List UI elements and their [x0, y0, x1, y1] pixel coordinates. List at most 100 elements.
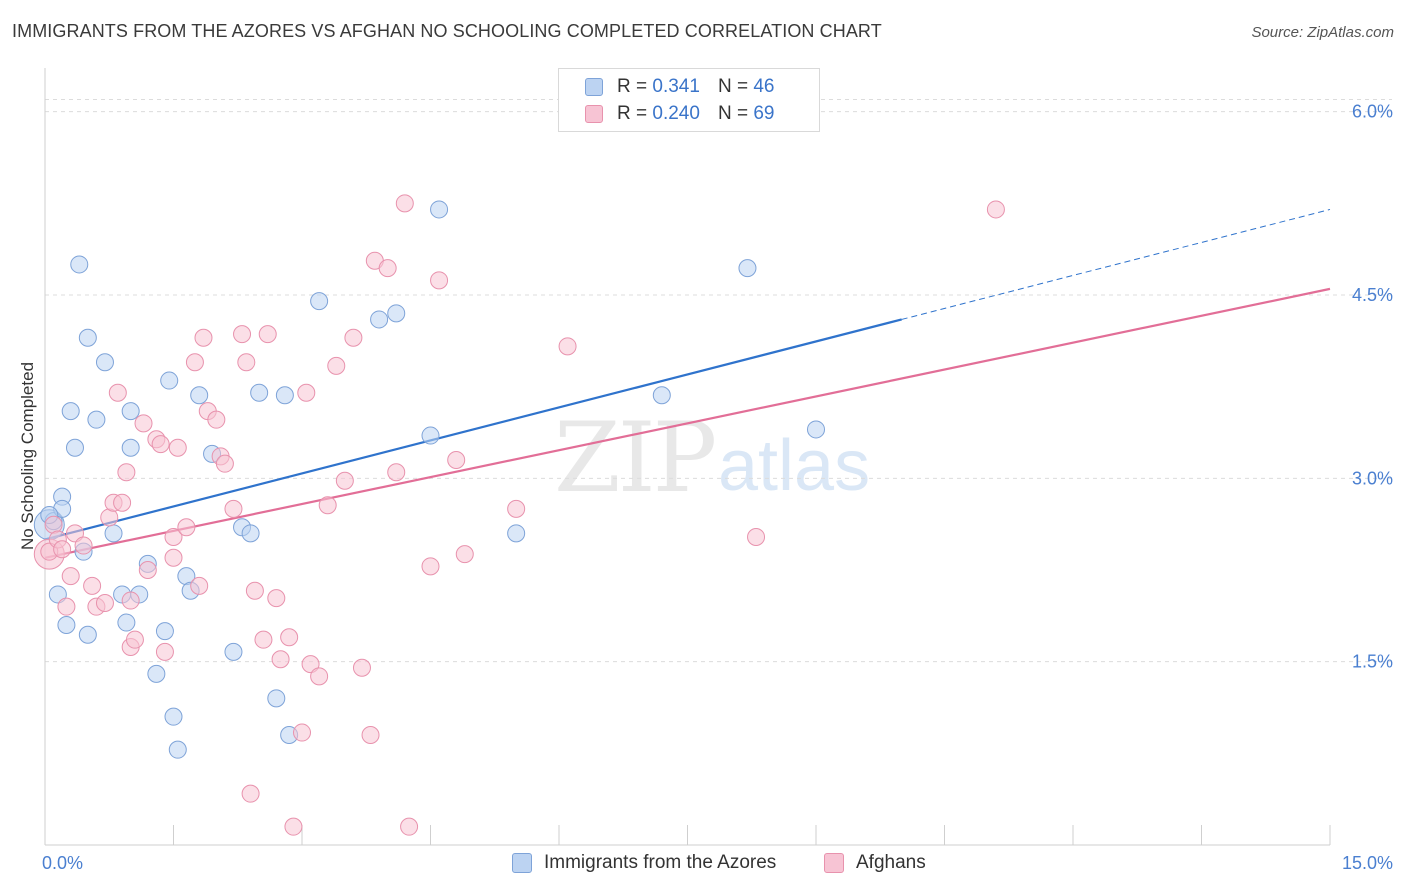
data-point-azores [310, 292, 329, 311]
data-point-afghans [310, 667, 329, 686]
data-point-afghans [164, 528, 183, 546]
bottom-legend-swatch-pink [824, 853, 844, 873]
x-tick-label: 15.0% [1342, 853, 1393, 873]
data-point-afghans [293, 723, 311, 742]
x-tick-label: 0.0% [42, 853, 83, 873]
data-point-afghans [164, 548, 183, 567]
data-point-azores [65, 438, 84, 457]
data-point-afghans [335, 471, 354, 490]
data-point-afghans [245, 581, 264, 600]
data-point-afghans [224, 499, 243, 518]
data-point-afghans [271, 650, 290, 669]
bottom-legend-label: Immigrants from the Azores [544, 852, 777, 873]
data-point-afghans [125, 630, 144, 649]
data-point-azores [370, 310, 389, 329]
trend-line-azores-extension [901, 208, 1331, 320]
correlation-legend: R = 0.341 N = 46 R = 0.240 N = 69 [558, 68, 820, 132]
data-point-azores [250, 383, 269, 402]
data-point-afghans [387, 463, 406, 482]
data-point-afghans [53, 540, 72, 559]
legend-row-azores: R = 0.341 N = 46 [585, 75, 774, 99]
data-point-azores [87, 410, 106, 429]
data-point-afghans [237, 353, 256, 372]
data-point-azores [430, 200, 449, 219]
data-point-azores [117, 613, 136, 632]
data-point-azores [267, 689, 286, 708]
data-point-azores [224, 642, 243, 661]
data-point-afghans [83, 576, 102, 595]
data-point-afghans [65, 524, 84, 543]
data-point-afghans [986, 200, 1005, 219]
y-tick-label: 6.0% [1352, 102, 1393, 122]
data-point-azores [70, 255, 89, 274]
legend-r-label: R = [617, 103, 648, 124]
data-point-afghans [121, 591, 140, 610]
data-point-azores [48, 585, 67, 604]
y-tick-label: 4.5% [1352, 285, 1393, 305]
data-point-afghans [327, 356, 346, 375]
data-point-azores [78, 328, 97, 347]
source-label: Source: ZipAtlas.com [1251, 24, 1394, 41]
data-point-afghans [318, 496, 337, 515]
legend-r-value: 0.240 [652, 103, 700, 124]
bottom-legend-afghans: Afghans [824, 852, 926, 874]
trend-lines [44, 208, 1331, 559]
data-point-afghans [400, 817, 419, 836]
data-point-afghans [430, 271, 449, 290]
data-point-afghans [138, 561, 157, 579]
data-point-afghans [95, 594, 114, 612]
data-point-azores [104, 524, 123, 543]
legend-row-afghans: R = 0.240 N = 69 [585, 102, 774, 126]
data-point-afghans [74, 536, 93, 555]
data-point-afghans [108, 383, 127, 402]
data-point-afghans [168, 438, 187, 457]
data-point-afghans [297, 383, 316, 402]
data-point-azores [155, 622, 174, 641]
bottom-legend-swatch-blue [512, 853, 532, 873]
bottom-legend-azores: Immigrants from the Azores [512, 852, 776, 874]
data-point-afghans [177, 518, 196, 537]
y-tick-label: 1.5% [1352, 652, 1393, 672]
data-point-afghans [117, 463, 136, 482]
data-point-afghans [267, 589, 286, 608]
data-point-afghans [151, 435, 170, 454]
legend-n-value: 46 [753, 76, 775, 97]
tick-labels: 1.5% 3.0% 4.5% 6.0% 0.0% 15.0% [42, 102, 1393, 873]
legend-r-value: 0.341 [652, 76, 700, 97]
y-axis-label: No Schooling Completed [18, 362, 37, 550]
data-point-afghans [558, 337, 577, 356]
data-point-afghans [113, 493, 132, 512]
trend-line-afghans [44, 287, 1331, 559]
data-point-afghans [207, 410, 226, 429]
data-point-afghans [352, 658, 371, 677]
data-point-afghans [155, 642, 174, 661]
data-point-afghans [395, 194, 414, 213]
data-point-azores [147, 664, 166, 683]
data-point-afghans [447, 451, 466, 469]
data-point-azores [121, 438, 140, 457]
data-point-azores [738, 259, 757, 278]
data-point-azores [57, 616, 76, 634]
trend-line-azores [44, 318, 902, 541]
data-point-afghans [455, 545, 474, 564]
data-point-azores [241, 524, 260, 543]
legend-n-value: 69 [753, 103, 775, 124]
y-tick-label: 3.0% [1352, 468, 1393, 488]
axes [44, 68, 1331, 846]
data-point-afghans [254, 630, 273, 649]
legend-n-label: N = [717, 76, 749, 97]
data-point-afghans [301, 655, 320, 674]
data-point-afghans [185, 353, 204, 372]
data-point-afghans [241, 784, 260, 803]
data-point-azores [387, 304, 406, 323]
watermark-atlas: atlas [718, 426, 871, 506]
data-point-afghans [280, 628, 299, 647]
data-point-azores [421, 426, 440, 445]
bottom-legend-label: Afghans [856, 852, 926, 873]
data-point-azores [275, 386, 294, 405]
data-point-afghans [190, 576, 209, 595]
data-point-afghans [134, 414, 153, 433]
data-point-azores [121, 402, 140, 421]
data-point-azores [164, 707, 183, 726]
